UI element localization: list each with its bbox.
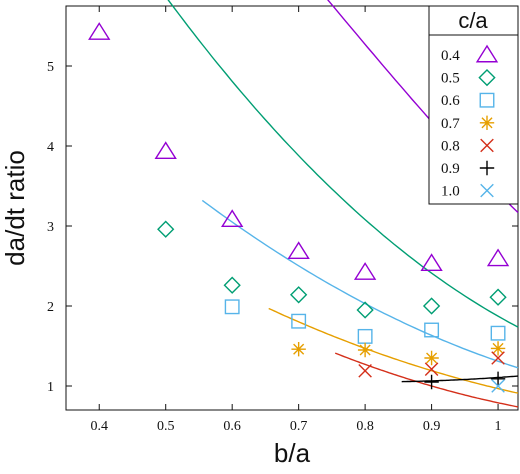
point-0.4 bbox=[353, 262, 377, 280]
legend-marker-0.8 bbox=[480, 138, 494, 153]
point-0.4 bbox=[287, 241, 310, 260]
fit-curve-0.8 bbox=[334, 352, 519, 408]
legend-marker-0.9 bbox=[479, 160, 495, 176]
legend-label-0.8: 0.8 bbox=[441, 138, 460, 154]
x-tick-label: 0.6 bbox=[223, 419, 241, 434]
legend-marker-0.6 bbox=[479, 92, 495, 108]
point-0.8 bbox=[424, 362, 439, 376]
point-1.0 bbox=[491, 379, 505, 393]
legend-marker-0.7 bbox=[479, 115, 495, 130]
point-0.7 bbox=[490, 341, 506, 356]
fit-curve-0.7 bbox=[268, 307, 519, 394]
plot-frame bbox=[65, 5, 519, 411]
data-points bbox=[88, 22, 510, 393]
x-tick-label: 0.8 bbox=[356, 419, 374, 434]
x-tick-label: 0.7 bbox=[290, 419, 308, 434]
point-0.6 bbox=[424, 322, 440, 338]
point-0.5 bbox=[356, 301, 374, 319]
point-0.5 bbox=[290, 286, 308, 304]
y-tick-label: 2 bbox=[47, 300, 54, 315]
point-0.4 bbox=[420, 253, 443, 272]
point-0.7 bbox=[291, 342, 306, 357]
point-0.7 bbox=[357, 342, 373, 358]
point-0.6 bbox=[490, 325, 506, 341]
fit-curve-0.6 bbox=[201, 199, 519, 369]
point-0.9 bbox=[490, 371, 506, 386]
point-0.7 bbox=[424, 350, 439, 366]
legend-label-0.6: 0.6 bbox=[441, 93, 460, 109]
legend-items: 0.4 0.5 0.6 0.7 0.8 0.9 1.0 bbox=[441, 44, 499, 200]
legend-marker-1.0 bbox=[480, 183, 494, 198]
x-tick-label: 0.4 bbox=[90, 419, 108, 434]
x-tick-label: 0.9 bbox=[423, 419, 441, 434]
y-tick-label: 5 bbox=[47, 60, 54, 75]
fit-curve-0.5 bbox=[167, 0, 519, 328]
y-axis: 1 2 3 4 5 bbox=[47, 60, 518, 395]
point-0.5 bbox=[223, 276, 241, 294]
legend-label-1.0: 1.0 bbox=[441, 184, 460, 200]
x-tick-label: 1 bbox=[495, 419, 502, 434]
y-tick-label: 3 bbox=[47, 220, 54, 235]
legend-title: c/a bbox=[458, 8, 488, 33]
point-0.9 bbox=[424, 374, 439, 390]
legend-label-0.5: 0.5 bbox=[441, 71, 460, 87]
legend-label-0.4: 0.4 bbox=[441, 48, 460, 64]
legend-box bbox=[428, 5, 519, 205]
point-0.5 bbox=[489, 288, 507, 306]
point-0.5 bbox=[157, 220, 175, 238]
point-0.8 bbox=[358, 364, 372, 378]
point-0.6 bbox=[224, 299, 240, 315]
legend: c/a 0.4 0.5 0.6 0.7 0.8 0.9 1.0 bbox=[428, 5, 519, 205]
point-0.8 bbox=[491, 351, 505, 365]
legend-marker-0.5 bbox=[478, 68, 496, 87]
y-tick-label: 1 bbox=[47, 380, 54, 395]
y-axis-label: da/dt ratio bbox=[0, 150, 30, 266]
x-axis: 0.4 0.5 0.6 0.7 0.8 0.9 1 bbox=[90, 6, 502, 434]
point-0.4 bbox=[221, 209, 244, 228]
point-0.4 bbox=[88, 22, 111, 40]
point-0.4 bbox=[486, 248, 510, 267]
point-0.5 bbox=[422, 297, 441, 315]
legend-label-0.7: 0.7 bbox=[441, 116, 460, 132]
y-tick-label: 4 bbox=[47, 140, 54, 155]
point-0.4 bbox=[154, 141, 177, 160]
legend-marker-0.4 bbox=[475, 44, 499, 63]
legend-label-0.9: 0.9 bbox=[441, 161, 460, 177]
point-0.6 bbox=[357, 328, 373, 344]
point-0.6 bbox=[291, 313, 307, 329]
x-axis-label: b/a bbox=[274, 438, 311, 468]
x-tick-label: 0.5 bbox=[157, 419, 175, 434]
